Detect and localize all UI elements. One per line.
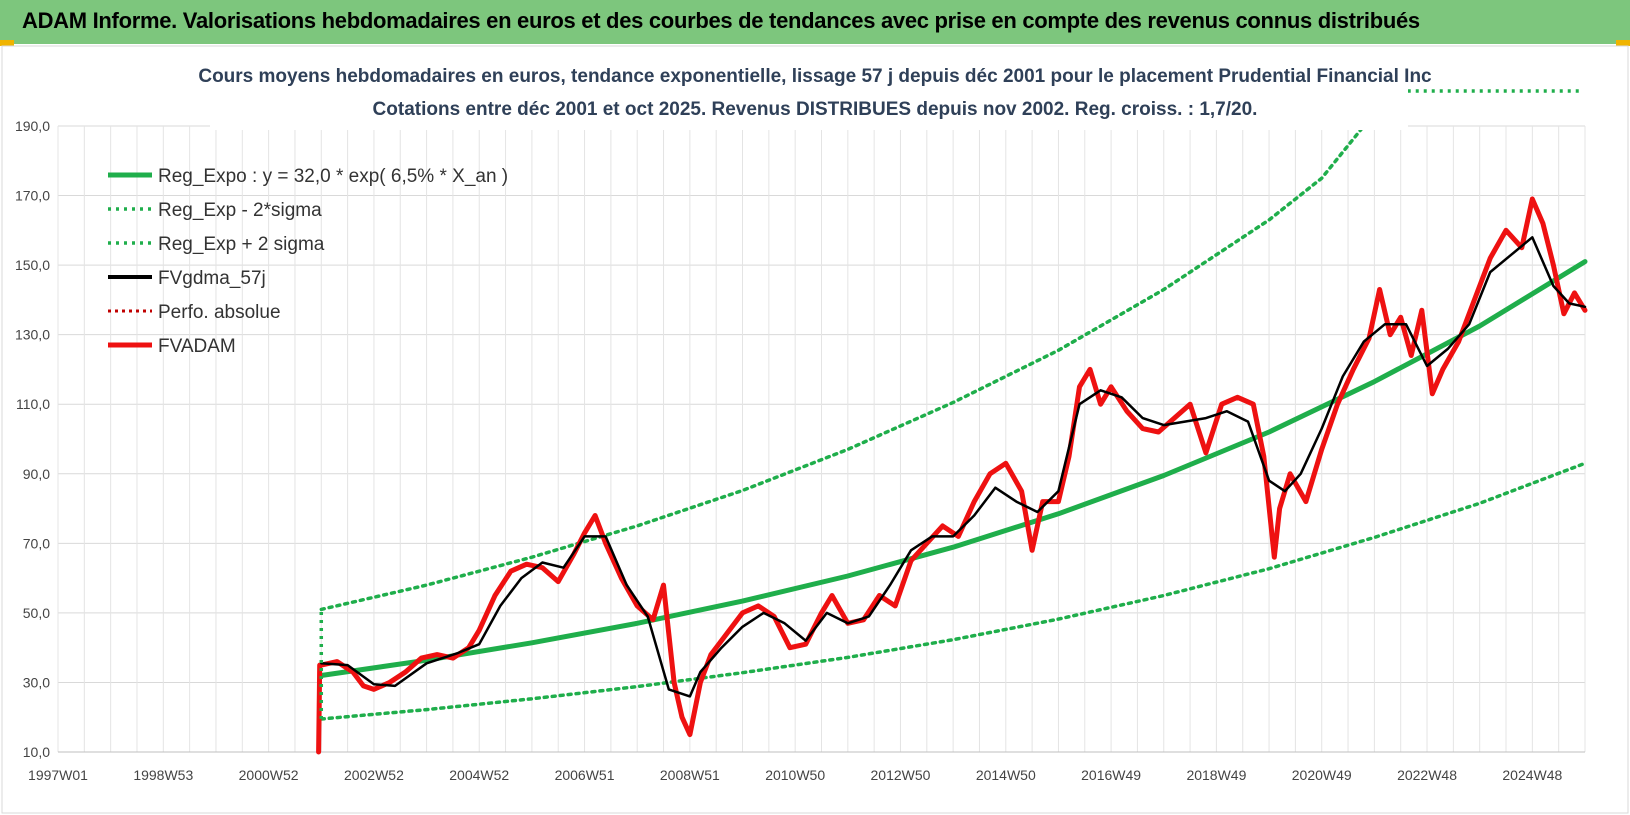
chart-frame bbox=[1, 45, 1629, 814]
legend-label: FVADAM bbox=[158, 336, 236, 357]
legend-label: Reg_Exp + 2 sigma bbox=[158, 234, 325, 255]
legend-label: Reg_Expo : y = 32,0 * exp( 6,5% * X_an ) bbox=[158, 166, 508, 187]
x-tick-label: 2010W50 bbox=[765, 767, 825, 783]
x-tick-label: 2004W52 bbox=[449, 767, 509, 783]
banner-title: ADAM Informe. Valorisations hebdomadaire… bbox=[22, 8, 1420, 33]
corner-marker-right bbox=[1616, 40, 1630, 46]
x-tick-label: 2012W50 bbox=[871, 767, 931, 783]
series-line-5 bbox=[316, 196, 1588, 755]
x-tick-label: 2000W52 bbox=[239, 767, 299, 783]
y-tick-label: 30,0 bbox=[23, 674, 50, 690]
x-tick-label: 2018W49 bbox=[1186, 767, 1246, 783]
y-tick-label: 130,0 bbox=[15, 327, 50, 343]
y-tick-label: 190,0 bbox=[15, 118, 50, 134]
corner-marker-left bbox=[0, 40, 14, 46]
legend: Reg_Expo : y = 32,0 * exp( 6,5% * X_an )… bbox=[108, 166, 508, 357]
y-tick-label: 110,0 bbox=[16, 396, 50, 412]
y-tick-label: 90,0 bbox=[23, 466, 50, 482]
y-tick-label: 50,0 bbox=[23, 605, 50, 621]
series-line-1 bbox=[319, 461, 1587, 721]
y-tick-label: 70,0 bbox=[23, 535, 50, 551]
series-line-2 bbox=[319, 124, 1366, 612]
series-lines bbox=[316, 89, 1588, 755]
x-tick-label: 2020W49 bbox=[1292, 767, 1352, 783]
y-axis-ticks: 10,0 30,0 50,0 70,0 90,0 110,0 130,0 150,0 170,0… bbox=[15, 118, 50, 760]
legend-label: Reg_Exp - 2*sigma bbox=[158, 200, 322, 221]
legend-label: FVgdma_57j bbox=[158, 268, 266, 289]
y-tick-label: 150,0 bbox=[15, 257, 50, 273]
chart-subtitle: Cotations entre déc 2001 et oct 2025. Re… bbox=[372, 99, 1258, 120]
x-tick-label: 2014W50 bbox=[976, 767, 1036, 783]
legend-label: Perfo. absolue bbox=[158, 302, 281, 323]
series-line-0 bbox=[318, 259, 1588, 678]
y-tick-label: 10,0 bbox=[23, 744, 50, 760]
x-tick-label: 2006W51 bbox=[555, 767, 615, 783]
x-tick-label: 2008W51 bbox=[660, 767, 720, 783]
x-tick-label: 2002W52 bbox=[344, 767, 404, 783]
x-tick-label: 1998W53 bbox=[133, 767, 193, 783]
y-tick-label: 170,0 bbox=[15, 188, 50, 204]
x-tick-label: 2022W48 bbox=[1397, 767, 1457, 783]
header-banner: ADAM Informe. Valorisations hebdomadaire… bbox=[0, 0, 1630, 44]
chart-title: Cours moyens hebdomadaires en euros, ten… bbox=[198, 66, 1432, 87]
series-line-3 bbox=[320, 236, 1587, 698]
x-tick-label: 2016W49 bbox=[1081, 767, 1141, 783]
x-tick-label: 1997W01 bbox=[28, 767, 88, 783]
x-axis-ticks: 1997W01 1998W53 2000W52 2002W52 2004W52 2006W… bbox=[28, 767, 1562, 783]
title-background bbox=[210, 62, 1408, 130]
x-tick-label: 2024W48 bbox=[1502, 767, 1562, 783]
